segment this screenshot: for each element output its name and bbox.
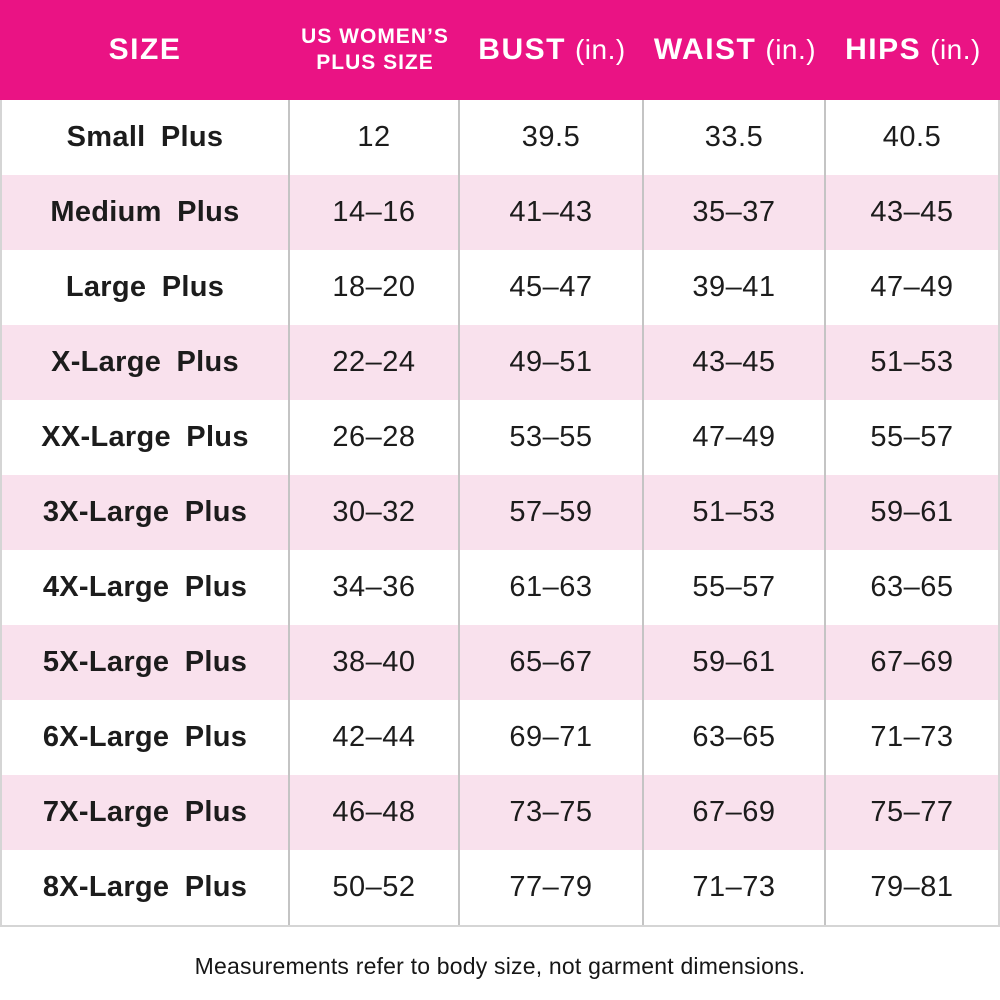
cell-size-name: 8X-Large Plus [2, 850, 290, 925]
cell-hips: 75–77 [870, 796, 954, 828]
table-row: 7X-Large Plus 46–48 73–75 67–69 75–77 [2, 775, 998, 850]
table-row: Small Plus 12 39.5 33.5 40.5 [2, 100, 998, 175]
cell-bust: 49–51 [460, 325, 644, 400]
cell-size-name: 4X-Large Plus [2, 550, 290, 625]
cell-waist: 33.5 [644, 100, 826, 175]
table-row: 4X-Large Plus 34–36 61–63 55–57 63–65 [2, 550, 998, 625]
cell-bust: 41–43 [460, 175, 644, 250]
cell-waist: 51–53 [644, 475, 826, 550]
cell-waist: 67–69 [644, 775, 826, 850]
cell-hips: 71–73 [870, 721, 954, 753]
cell-bust: 61–63 [460, 550, 644, 625]
cell-size-name: 7X-Large Plus [2, 775, 290, 850]
header-us-plus-line2: PLUS SIZE [316, 51, 434, 74]
cell-bust: 69–71 [460, 700, 644, 775]
cell-bust: 65–67 [460, 625, 644, 700]
cell-hips: 51–53 [870, 346, 954, 378]
header-us-plus-line1: US WOMEN’S [301, 25, 449, 48]
cell-waist: 63–65 [644, 700, 826, 775]
header-hips-label: HIPS [845, 33, 922, 66]
cell-us-plus-size: 46–48 [290, 775, 460, 850]
cell-hips: 43–45 [870, 196, 954, 228]
cell-waist: 55–57 [644, 550, 826, 625]
header-cell-waist: WAIST (in.) [644, 0, 826, 100]
header-bust-unit: (in.) [574, 34, 626, 65]
table-row: XX-Large Plus 26–28 53–55 47–49 55–57 [2, 400, 998, 475]
cell-bust: 57–59 [460, 475, 644, 550]
header-waist-unit: (in.) [765, 34, 817, 65]
size-chart-table-body: Small Plus 12 39.5 33.5 40.5 Medium Plus… [0, 100, 1000, 927]
cell-bust: 53–55 [460, 400, 644, 475]
cell-size-name: XX-Large Plus [2, 400, 290, 475]
cell-hips: 47–49 [870, 271, 954, 303]
cell-size-name: Large Plus [2, 250, 290, 325]
table-row: 8X-Large Plus 50–52 77–79 71–73 79–81 [2, 850, 998, 925]
cell-waist: 43–45 [644, 325, 826, 400]
table-row: 3X-Large Plus 30–32 57–59 51–53 59–61 [2, 475, 998, 550]
cell-size-name: X-Large Plus [2, 325, 290, 400]
header-waist-label: WAIST [653, 33, 757, 66]
header-hips-unit: (in.) [930, 34, 981, 65]
cell-us-plus-size: 12 [290, 100, 460, 175]
cell-us-plus-size: 42–44 [290, 700, 460, 775]
header-cell-size: SIZE [0, 0, 290, 100]
cell-hips: 79–81 [870, 871, 954, 903]
footer-note: Measurements refer to body size, not gar… [194, 953, 806, 979]
cell-hips: 55–57 [870, 421, 954, 453]
cell-us-plus-size: 22–24 [290, 325, 460, 400]
cell-hips: 40.5 [882, 121, 942, 153]
header-cell-us-plus-size: US WOMEN’S PLUS SIZE [290, 0, 460, 100]
table-row: 5X-Large Plus 38–40 65–67 59–61 67–69 [2, 625, 998, 700]
cell-us-plus-size: 34–36 [290, 550, 460, 625]
cell-waist: 47–49 [644, 400, 826, 475]
header-cell-hips: HIPS (in.) [826, 0, 1000, 100]
cell-waist: 71–73 [644, 850, 826, 925]
cell-bust: 77–79 [460, 850, 644, 925]
cell-us-plus-size: 26–28 [290, 400, 460, 475]
cell-waist: 35–37 [644, 175, 826, 250]
cell-bust: 39.5 [460, 100, 644, 175]
header-bust-label: BUST [478, 33, 566, 66]
cell-size-name: 3X-Large Plus [2, 475, 290, 550]
cell-size-name: 5X-Large Plus [2, 625, 290, 700]
cell-us-plus-size: 30–32 [290, 475, 460, 550]
cell-bust: 45–47 [460, 250, 644, 325]
cell-us-plus-size: 50–52 [290, 850, 460, 925]
cell-size-name: 6X-Large Plus [2, 700, 290, 775]
cell-us-plus-size: 14–16 [290, 175, 460, 250]
cell-size-name: Medium Plus [2, 175, 290, 250]
cell-us-plus-size: 18–20 [290, 250, 460, 325]
cell-us-plus-size: 38–40 [290, 625, 460, 700]
cell-size-name: Small Plus [2, 100, 290, 175]
header-cell-bust: BUST (in.) [460, 0, 644, 100]
table-header-row: SIZE US WOMEN’S PLUS SIZE BUST (in.) WAI… [0, 0, 1000, 100]
cell-bust: 73–75 [460, 775, 644, 850]
cell-hips: 63–65 [870, 571, 954, 603]
table-row: X-Large Plus 22–24 49–51 43–45 51–53 [2, 325, 998, 400]
table-row: 6X-Large Plus 42–44 69–71 63–65 71–73 [2, 700, 998, 775]
table-row: Large Plus 18–20 45–47 39–41 47–49 [2, 250, 998, 325]
header-size-label: SIZE [108, 33, 182, 66]
cell-hips: 59–61 [870, 496, 954, 528]
cell-hips: 67–69 [870, 646, 954, 678]
cell-waist: 59–61 [644, 625, 826, 700]
cell-waist: 39–41 [644, 250, 826, 325]
table-row: Medium Plus 14–16 41–43 35–37 43–45 [2, 175, 998, 250]
